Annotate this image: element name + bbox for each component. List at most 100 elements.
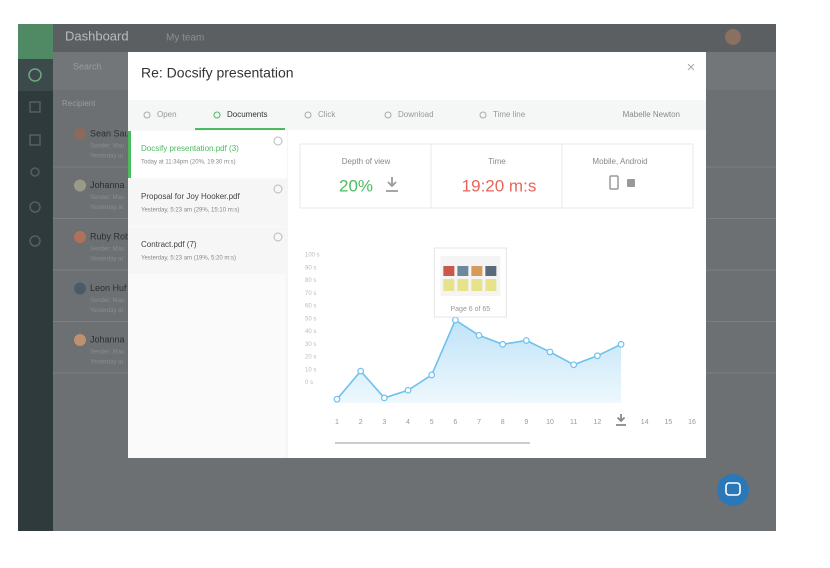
tab[interactable]: Click — [318, 110, 336, 119]
point[interactable] — [404, 386, 412, 394]
thumbnail-text — [485, 279, 497, 291]
thumbnail-text — [443, 279, 455, 291]
nav-active — [18, 59, 53, 91]
chat-button[interactable] — [717, 474, 749, 506]
avatar[interactable] — [725, 29, 741, 45]
modal-title: Re: Docsify presentation — [141, 65, 294, 81]
recipient-name[interactable]: Leon Huf — [90, 283, 127, 293]
tab-underline — [195, 128, 285, 130]
doc-item[interactable] — [128, 179, 287, 226]
stat-value: 20% — [339, 176, 373, 195]
recipient-name[interactable]: Sean Sau — [90, 128, 130, 138]
y-tick-label: 20 s — [305, 355, 316, 361]
y-tick-label: 70 s — [305, 291, 316, 297]
team-select[interactable]: My team — [166, 33, 204, 44]
thumbnail-photo — [443, 266, 455, 276]
x-tick-label: 6 — [453, 419, 457, 426]
point[interactable] — [593, 352, 601, 360]
y-tick-label: 90 s — [305, 265, 316, 271]
x-tick-label: 3 — [382, 419, 386, 426]
tab[interactable]: Download — [398, 110, 434, 119]
chat-icon — [725, 482, 741, 496]
doc-detail: Today at 11:34pm (20%, 19:30 m:s) — [141, 160, 236, 166]
phone-icon — [609, 175, 619, 190]
recipient-time: Yesterday at — [90, 205, 123, 211]
header-title: Dashboard — [65, 28, 129, 43]
tooltip-label: Page 6 of 65 — [450, 306, 490, 313]
user-select[interactable]: Mabelle Newton — [623, 110, 680, 119]
tab-bar — [128, 100, 706, 130]
doc-item[interactable] — [128, 227, 287, 274]
column-header: Recipient — [62, 99, 96, 108]
x-tick-label: 5 — [430, 419, 434, 426]
point[interactable] — [333, 395, 341, 403]
tab-icon — [384, 111, 392, 119]
x-tick-label: 16 — [688, 419, 696, 426]
recipient-sender: Sender: Mau — [90, 144, 124, 150]
recipient-time: Yesterday at — [90, 257, 123, 263]
point[interactable] — [475, 331, 483, 339]
recipient-sender: Sender: Mau — [90, 195, 124, 201]
stat-label: Mobile, Android — [592, 157, 647, 166]
doc-detail: Yesterday, 5:23 am (29%, 15:10 m:s) — [141, 208, 239, 214]
thumbnail-photo — [485, 266, 497, 276]
settings-icon[interactable] — [273, 184, 283, 194]
recipient-name[interactable]: Johanna — [90, 180, 125, 190]
x-tick-label: 8 — [501, 419, 505, 426]
y-tick-label: 100 s — [305, 253, 320, 259]
x-tick-label: 9 — [524, 419, 528, 426]
point[interactable] — [380, 394, 388, 402]
recipient-time: Yesterday at — [90, 308, 123, 314]
thumbnail-photo — [471, 266, 483, 276]
settings-icon[interactable] — [273, 232, 283, 242]
y-tick-label: 80 s — [305, 278, 316, 284]
doc-name: Contract.pdf (7) — [141, 240, 197, 249]
area — [337, 320, 622, 403]
logo — [18, 24, 53, 59]
tab[interactable]: Documents — [227, 110, 267, 119]
y-tick-label: 30 s — [305, 342, 316, 348]
x-tick-label: 14 — [641, 419, 649, 426]
avatar — [74, 231, 86, 243]
avatar — [74, 282, 86, 295]
point[interactable] — [617, 340, 625, 348]
recipient-name[interactable]: Ruby Rob — [90, 231, 130, 241]
point[interactable] — [428, 371, 436, 379]
scrollbar[interactable] — [335, 442, 530, 444]
header — [53, 24, 776, 52]
doc-item[interactable] — [128, 131, 287, 178]
point[interactable] — [499, 340, 507, 348]
stat-value: 19:20 m:s — [462, 176, 537, 195]
thumbnail-text — [457, 279, 469, 291]
download-icon[interactable] — [386, 177, 398, 192]
settings-icon[interactable] — [273, 136, 283, 146]
point[interactable] — [546, 348, 554, 356]
point[interactable] — [522, 337, 530, 344]
x-tick-label: 7 — [477, 419, 481, 426]
recipient-name[interactable]: Johanna — [90, 334, 125, 344]
point[interactable] — [451, 316, 459, 324]
doc-name: Proposal for Joy Hooker.pdf — [141, 192, 240, 201]
doc-selected — [128, 131, 131, 178]
tab-icon — [213, 111, 221, 119]
recipient-sender: Sender: Mau — [90, 298, 124, 304]
point[interactable] — [357, 367, 365, 375]
doc-name: Docsify presentation.pdf (3) — [141, 144, 239, 153]
nav-icons[interactable] — [29, 101, 41, 247]
search[interactable]: Search — [73, 61, 102, 71]
close-button[interactable]: × — [687, 59, 696, 76]
sidebar — [18, 24, 53, 531]
download-icon[interactable] — [616, 414, 627, 426]
y-tick-label: 40 s — [305, 329, 316, 335]
recipient-time: Yesterday at — [90, 360, 123, 366]
x-tick-label: 15 — [664, 419, 672, 426]
avatar — [74, 128, 86, 140]
x-tick-label: 2 — [359, 419, 363, 426]
point[interactable] — [570, 361, 578, 369]
nav-icon[interactable] — [28, 68, 42, 82]
tab[interactable]: Open — [157, 110, 177, 119]
doc-detail: Yesterday, 5:23 am (19%, 5:20 m:s) — [141, 256, 236, 262]
tab[interactable]: Time line — [493, 110, 526, 119]
recipient-sender: Sender: Mau — [90, 247, 124, 253]
